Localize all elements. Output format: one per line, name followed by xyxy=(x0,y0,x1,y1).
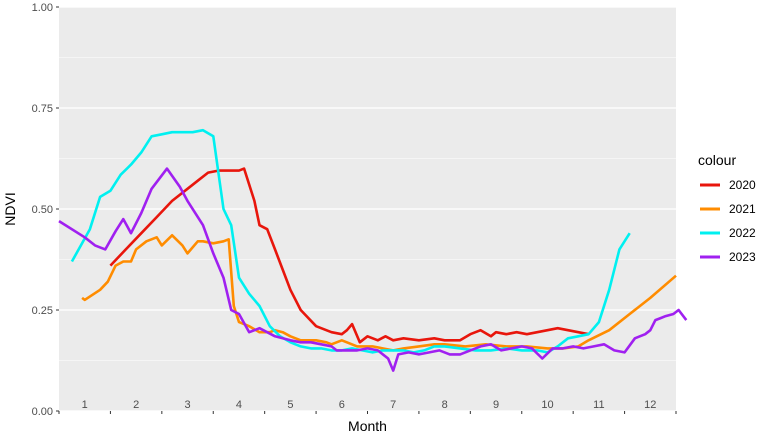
x-tick-label: 1 xyxy=(82,399,88,411)
series-line-2023 xyxy=(58,167,688,372)
series-line-2020 xyxy=(109,167,589,344)
y-tick-label: 0.25 xyxy=(32,305,53,317)
x-tick-label: 11 xyxy=(593,399,604,411)
y-axis-title: NDVI xyxy=(2,192,18,225)
x-tick-label: 5 xyxy=(287,399,293,411)
x-axis: 1 2 3 4 5 6 7 8 9 10 11 12 xyxy=(58,399,677,414)
legend-label-2022: 2022 xyxy=(729,226,756,240)
grid-major xyxy=(59,6,676,412)
x-tick-label: 3 xyxy=(184,399,190,411)
grid-minor xyxy=(59,57,676,361)
y-tick-label: 1.00 xyxy=(32,2,53,14)
series-lines xyxy=(58,128,688,372)
x-tick-label: 10 xyxy=(541,399,553,411)
legend-items: 2020 2021 2022 2023 xyxy=(700,178,756,264)
x-tick-label: 12 xyxy=(644,399,656,411)
legend: colour 2020 2021 2022 2023 xyxy=(698,152,756,264)
legend-title: colour xyxy=(698,152,736,168)
legend-label-2020: 2020 xyxy=(729,178,756,192)
y-tick-label: 0.50 xyxy=(32,204,53,216)
x-tick-label: 2 xyxy=(133,399,139,411)
y-tick-label: 0.00 xyxy=(32,406,53,418)
y-tick-label: 0.75 xyxy=(32,103,53,115)
x-tick-label: 7 xyxy=(390,399,396,411)
y-axis: 0.00 0.25 0.50 0.75 1.00 xyxy=(32,2,59,418)
legend-label-2021: 2021 xyxy=(729,202,756,216)
legend-label-2023: 2023 xyxy=(729,250,756,264)
x-tick-label: 8 xyxy=(442,399,448,411)
x-tick-label: 9 xyxy=(493,399,499,411)
x-tick-label: 4 xyxy=(236,399,242,411)
x-axis-title: Month xyxy=(348,418,387,434)
x-tick-label: 6 xyxy=(339,399,345,411)
